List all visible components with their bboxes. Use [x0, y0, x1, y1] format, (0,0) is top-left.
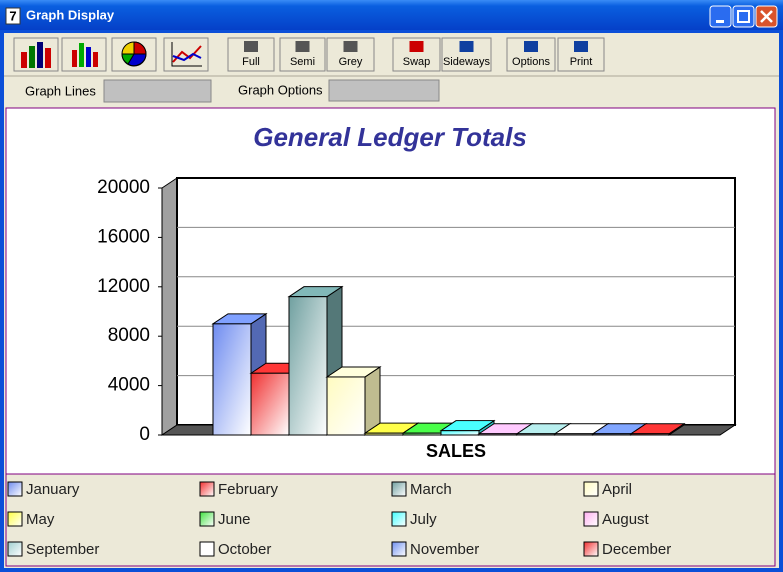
bar — [630, 433, 670, 436]
toolbar-icon — [409, 41, 424, 52]
3d-bar-icon — [21, 42, 51, 68]
legend-swatch — [7, 481, 23, 497]
legend-label: December — [602, 541, 671, 558]
title-bar — [0, 0, 783, 30]
y-tick-label: 0 — [139, 424, 150, 445]
3d-bar-button[interactable] — [13, 37, 59, 72]
y-tick-label: 20000 — [97, 177, 150, 198]
legend-swatch — [583, 481, 599, 497]
bar — [478, 433, 518, 436]
chart-type-buttons — [13, 37, 209, 72]
toolbar-button-label: Grey — [339, 56, 363, 68]
toolbar-button[interactable] — [557, 37, 605, 72]
bar — [440, 430, 480, 436]
bar — [364, 432, 404, 436]
toolbar-icon — [295, 41, 310, 52]
legend-swatch — [391, 541, 407, 557]
toolbar-icon — [524, 41, 538, 52]
bar — [250, 372, 290, 436]
graph-lines-field[interactable] — [103, 79, 212, 103]
x-tick-label: SALES — [426, 441, 486, 461]
legend-label: July — [410, 511, 437, 528]
legend-label: August — [602, 511, 650, 528]
toolbar-button-label: Full — [242, 56, 260, 68]
legend-swatch — [7, 541, 23, 557]
bar — [326, 376, 366, 436]
legend-label: January — [26, 481, 80, 498]
maximize-glyph — [737, 10, 750, 23]
legend-label: May — [26, 511, 55, 528]
y-tick-label: 8000 — [108, 325, 150, 346]
toolbar-icon — [459, 41, 474, 52]
y-tick-label: 16000 — [97, 226, 150, 247]
toolbar-icon — [244, 41, 258, 52]
toolbar-icon — [343, 41, 358, 52]
legend-label: February — [218, 481, 279, 498]
toolbar-button-label: Print — [570, 56, 593, 68]
line-icon — [171, 42, 202, 67]
toolbar: Full Semi Grey Swap Sideways Options Print — [227, 37, 605, 72]
legend-panel — [5, 473, 776, 567]
legend-label: November — [410, 541, 479, 558]
bar — [592, 433, 632, 436]
toolbar-button-label: Swap — [403, 56, 431, 68]
legend-swatch — [199, 541, 215, 557]
legend-label: March — [410, 481, 452, 498]
y-tick-label: 4000 — [108, 375, 150, 396]
window-title: Graph Display — [26, 7, 115, 22]
window-controls — [709, 5, 778, 28]
bar-icon — [72, 43, 98, 67]
toolbar-button-label: Sideways — [443, 56, 491, 68]
graph-lines-label: Graph Lines — [25, 83, 96, 98]
legend-label: April — [602, 481, 632, 498]
pie-icon — [121, 41, 147, 67]
minimize-button[interactable] — [709, 5, 732, 28]
graph-options-label: Graph Options — [238, 82, 323, 97]
y-tick-label: 12000 — [97, 276, 150, 297]
chart-title: General Ledger Totals — [253, 122, 527, 152]
legend-label: October — [218, 541, 271, 558]
minimize-glyph — [716, 20, 724, 23]
toolbar-button-label: Options — [512, 56, 550, 68]
legend-swatch — [199, 511, 215, 527]
toolbar-button-label: Semi — [290, 56, 315, 68]
bar — [402, 432, 442, 436]
bar — [288, 296, 328, 436]
legend-swatch — [199, 481, 215, 497]
left-wall — [161, 177, 178, 436]
app-icon-text: 7 — [9, 8, 16, 23]
graph-options-field[interactable] — [328, 79, 440, 102]
legend-label: June — [218, 511, 251, 528]
legend-swatch — [391, 481, 407, 497]
legend-label: September — [26, 541, 99, 558]
bar — [554, 433, 594, 436]
maximize-button[interactable] — [732, 5, 755, 28]
bar — [212, 323, 252, 436]
legend-swatch — [7, 511, 23, 527]
legend-swatch — [583, 541, 599, 557]
app-icon — [5, 7, 21, 25]
close-glyph — [760, 10, 773, 23]
legend-swatch — [583, 511, 599, 527]
bar — [516, 433, 556, 436]
legend-swatch — [391, 511, 407, 527]
toolbar-icon — [574, 41, 588, 52]
